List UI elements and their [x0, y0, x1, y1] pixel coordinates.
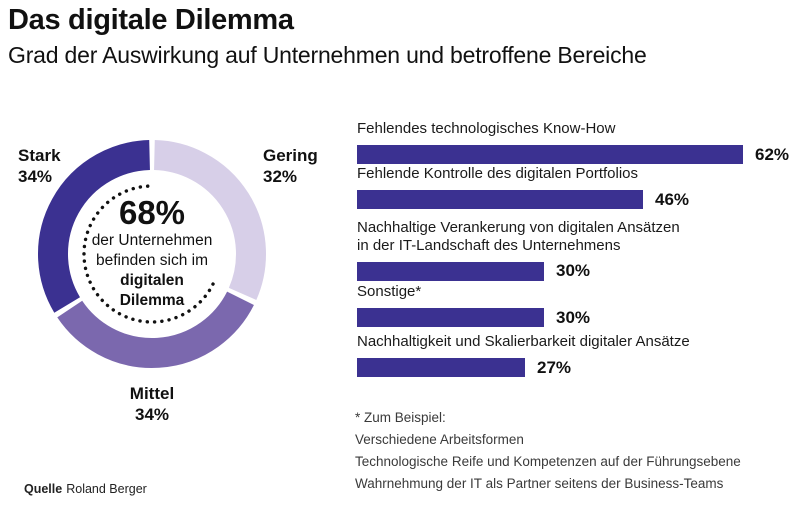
- bar-row: Sonstige* 30%: [357, 283, 800, 328]
- bar-row: Fehlendes technologisches Know-How 62%: [357, 120, 800, 165]
- bar-label: Fehlendes technologisches Know-How: [357, 120, 616, 137]
- bar-row: Nachhaltige Verankerung von digitalen An…: [357, 219, 800, 281]
- donut-center-value: 68%: [118, 194, 186, 232]
- bar-row: Fehlende Kontrolle des digitalen Portfol…: [357, 165, 800, 210]
- bar: [357, 190, 643, 209]
- footnote-line4: Wahrnehmung der IT als Partner seitens d…: [355, 476, 724, 491]
- donut-label-mittel-pct: 34%: [134, 404, 170, 424]
- page-subtitle: Grad der Auswirkung auf Unternehmen und …: [8, 42, 647, 68]
- donut-segment-mittel: [57, 291, 254, 368]
- source-line: Quelle Roland Berger: [24, 482, 147, 496]
- bar: [357, 261, 544, 281]
- dotted-arc: [82, 184, 215, 324]
- bar-label: Sonstige*: [357, 283, 422, 300]
- donut-segment-gering: [153, 140, 266, 300]
- donut-label-gering: Gering 32%: [263, 146, 318, 187]
- donut-label-gering-name: Gering: [263, 146, 318, 165]
- page-title: Das digitale Dilemma: [8, 4, 294, 36]
- bar-value: 27%: [537, 357, 572, 377]
- donut-rings: [38, 140, 266, 368]
- source-label: Quelle: [24, 482, 63, 496]
- donut-label-mittel-name: Mittel: [129, 384, 175, 403]
- bar-value: 62%: [755, 144, 790, 164]
- bar: [357, 308, 544, 327]
- source-name: Roland Berger: [66, 482, 147, 496]
- donut-center-line4: Dilemma: [119, 292, 185, 310]
- bar-label: Nachhaltige Verankerung von digitalen An…: [357, 219, 680, 236]
- bar: [357, 358, 525, 377]
- footnote: * Zum Beispiel: Verschiedene Arbeitsform…: [355, 407, 741, 495]
- donut-label-stark: Stark 34%: [18, 146, 61, 187]
- donut-label-gering-pct: 32%: [263, 166, 298, 186]
- bar-value: 30%: [556, 307, 591, 327]
- donut-label-stark-pct: 34%: [18, 166, 53, 186]
- donut-segment-stark: [38, 140, 151, 313]
- footnote-line2: Verschiedene Arbeitsformen: [355, 432, 524, 447]
- footnote-line1: * Zum Beispiel:: [355, 410, 446, 425]
- donut-center-text: 68% der Unternehmen befinden sich im dig…: [35, 137, 269, 371]
- donut-chart: 68% der Unternehmen befinden sich im dig…: [35, 137, 269, 371]
- bar-value: 30%: [556, 261, 591, 280]
- donut-center-line2: befinden sich im: [95, 252, 208, 270]
- bar-label: Nachhaltigkeit und Skalierbarkeit digita…: [357, 333, 690, 350]
- donut-label-mittel: Mittel 34%: [92, 384, 212, 425]
- bar: [357, 145, 743, 164]
- bar-label: Fehlende Kontrolle des digitalen Portfol…: [357, 165, 639, 182]
- footnote-line3: Technologische Reife und Kompetenzen auf…: [355, 454, 741, 469]
- bar-value: 46%: [655, 189, 690, 209]
- bar-row: Nachhaltigkeit und Skalierbarkeit digita…: [357, 333, 800, 378]
- donut-label-stark-name: Stark: [18, 146, 61, 165]
- donut-center-line3: digitalen: [120, 272, 184, 290]
- donut-center-line1: der Unternehmen: [91, 232, 213, 250]
- bar-label-line2: in der IT-Landschaft des Unternehmens: [357, 236, 621, 254]
